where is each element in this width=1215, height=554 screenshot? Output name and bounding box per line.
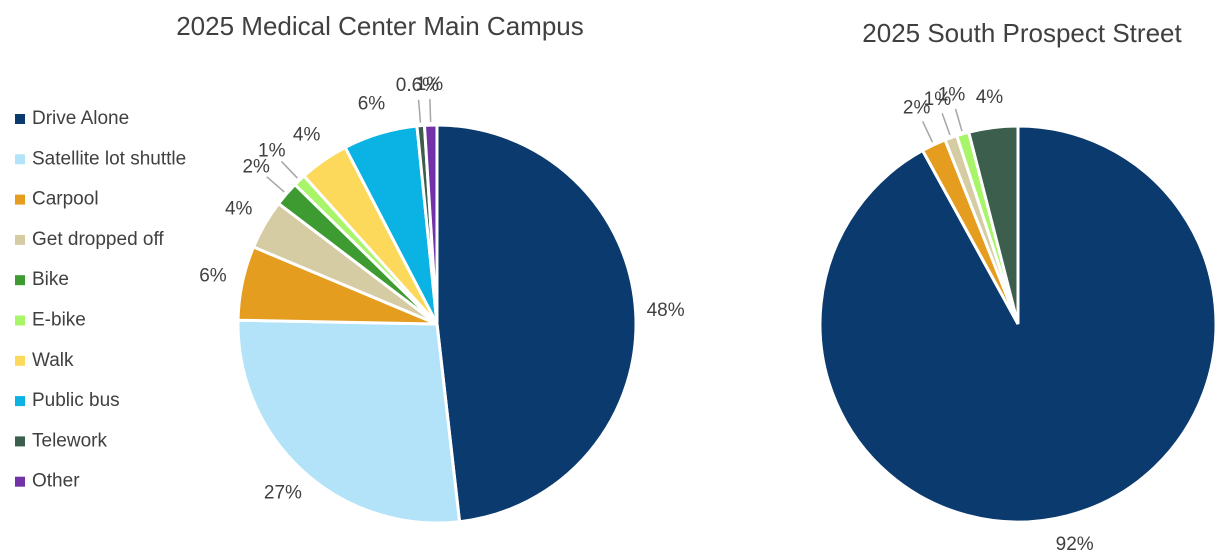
data-label: 6% — [199, 266, 227, 287]
legend-swatch — [15, 234, 25, 245]
legend-swatch — [15, 114, 25, 124]
pie-slice — [422, 123, 439, 325]
legend-label: Satellite lot shuttle — [32, 148, 186, 169]
legend-swatch — [15, 315, 25, 326]
legend-label: Public bus — [32, 390, 120, 411]
leader-line — [921, 120, 934, 143]
pie-slice — [435, 123, 638, 524]
data-label: 4% — [976, 87, 1004, 108]
data-label: 92% — [1056, 534, 1094, 554]
legend-swatch — [15, 436, 25, 447]
data-label: 2% — [242, 157, 270, 178]
legend-swatch — [15, 194, 25, 205]
data-label: 1% — [938, 84, 966, 105]
legend-label: E-bike — [32, 310, 86, 331]
legend-label: Bike — [32, 269, 69, 290]
legend-swatch — [15, 355, 25, 366]
chart-title: 2025 South Prospect Street — [862, 18, 1182, 48]
data-label: 0.6% — [396, 75, 439, 96]
data-label: 1% — [924, 89, 952, 110]
legend-swatch — [15, 154, 25, 165]
legend-label: Carpool — [32, 189, 99, 210]
pie-slice — [966, 124, 1020, 325]
chart-title: 2025 Medical Center Main Campus — [176, 11, 584, 41]
legend-swatch — [15, 476, 25, 487]
data-label: 4% — [293, 125, 321, 146]
legend-swatch — [15, 275, 25, 286]
leader-line — [941, 112, 951, 136]
leader-line — [429, 99, 432, 123]
data-label: 1% — [416, 74, 444, 95]
leader-line — [954, 108, 963, 132]
data-label: 2% — [903, 98, 931, 119]
data-label: 4% — [225, 199, 253, 220]
legend-label: Telework — [32, 430, 107, 451]
leader-line — [280, 160, 298, 179]
data-label: 48% — [647, 300, 685, 321]
legend-label: Walk — [32, 350, 74, 371]
legend-swatch — [15, 396, 25, 407]
leader-line — [417, 99, 422, 123]
leader-line — [266, 176, 285, 193]
pie-slice — [236, 318, 462, 525]
legend-label: Drive Alone — [32, 108, 129, 129]
legend-label: Get dropped off — [32, 229, 164, 250]
data-label: 1% — [258, 140, 286, 161]
data-label: 6% — [358, 94, 386, 115]
legend-label: Other — [32, 471, 80, 492]
data-label: 27% — [264, 482, 302, 503]
